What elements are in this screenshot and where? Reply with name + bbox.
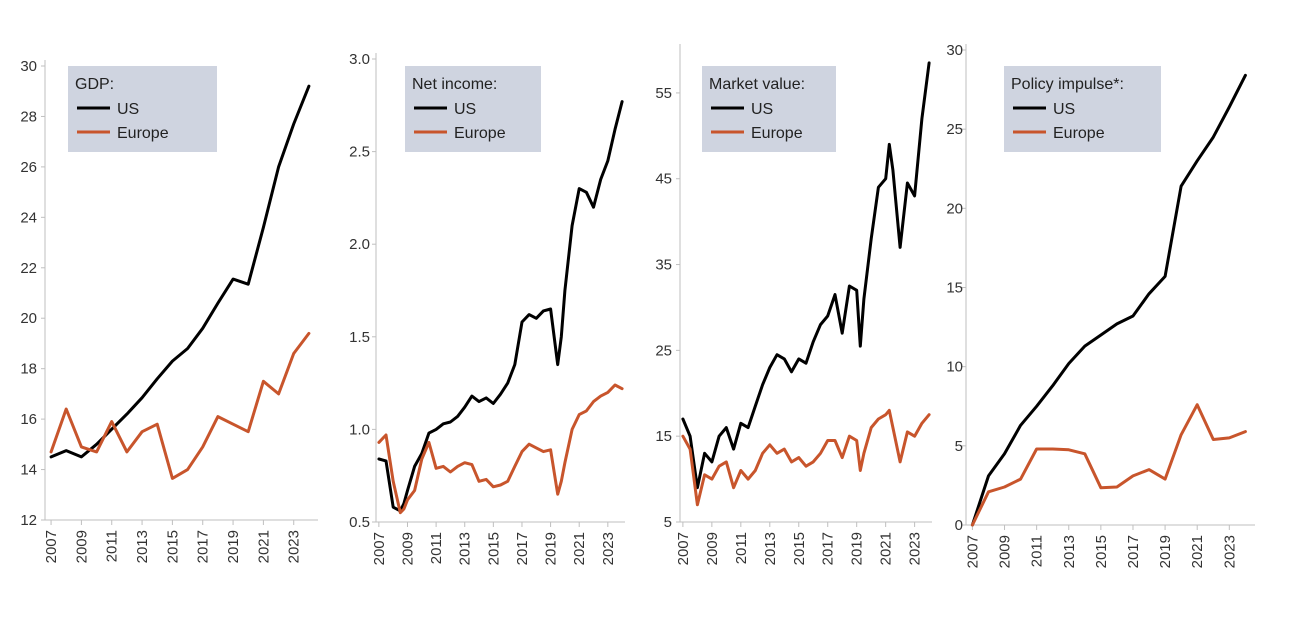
y-tick-label: 30 — [946, 42, 963, 59]
legend: Net income: US Europe — [405, 66, 541, 152]
x-tick-label: 2023 — [1221, 535, 1238, 568]
y-tick-label: 28 — [20, 108, 37, 125]
x-tick-label: 2009 — [704, 532, 721, 565]
y-tick-label: 26 — [20, 159, 37, 176]
y-tick-label: 5 — [955, 438, 963, 455]
y-tick-label: 1.5 — [349, 329, 370, 346]
series-line-europe — [970, 403, 1247, 527]
x-tick-label: 2021 — [878, 532, 895, 565]
x-tick-label: 2007 — [371, 532, 388, 565]
y-tick-label: 18 — [20, 361, 37, 378]
y-tick-label: 30 — [20, 58, 37, 75]
y-tick-label: 10 — [946, 359, 963, 376]
x-tick-label: 2015 — [485, 532, 502, 565]
y-tick-label: 0.5 — [349, 514, 370, 531]
y-tick-label: 3.0 — [349, 51, 370, 68]
x-tick-label: 2023 — [286, 530, 303, 563]
y-tick-label: 14 — [20, 462, 37, 479]
series-line-us — [377, 100, 624, 513]
legend-entry-europe: Europe — [1053, 125, 1105, 142]
series-line-europe — [681, 408, 931, 507]
chart-panel-3: 5 15 25 35 45 55 2007 2009 2011 2013 2015 2017 2019 2… — [655, 44, 932, 565]
legend: Policy impulse*: US Europe — [1004, 66, 1161, 152]
x-tick-label: 2023 — [600, 532, 617, 565]
y-tick-label: 1.0 — [349, 421, 370, 438]
series-line-us — [681, 61, 931, 490]
y-tick-label: 25 — [655, 342, 672, 359]
series-line-europe — [49, 331, 311, 480]
x-tick-label: 2021 — [255, 530, 272, 563]
y-tick-label: 24 — [20, 209, 37, 226]
y-tick-label: 25 — [946, 121, 963, 138]
x-tick-label: 2015 — [1093, 535, 1110, 568]
y-tick-label: 16 — [20, 411, 37, 428]
legend-entry-us: US — [1053, 101, 1075, 118]
y-tick-label: 55 — [655, 85, 672, 102]
legend-title: Net income: — [412, 76, 497, 93]
x-tick-label: 2017 — [820, 532, 837, 565]
x-tick-label: 2011 — [733, 532, 750, 564]
x-tick-label: 2013 — [134, 530, 151, 563]
legend-entry-us: US — [117, 101, 139, 118]
y-tick-label: 22 — [20, 260, 37, 277]
x-tick-label: 2015 — [164, 530, 181, 563]
x-tick-label: 2019 — [1157, 535, 1174, 568]
legend: Market value: US Europe — [702, 66, 836, 152]
y-tick-label: 45 — [655, 171, 672, 188]
x-tick-label: 2019 — [543, 532, 560, 565]
x-tick-label: 2021 — [571, 532, 588, 565]
y-tick-label: 5 — [664, 514, 672, 531]
y-tick-label: 15 — [655, 428, 672, 445]
series-line-us — [49, 84, 311, 459]
x-tick-label: 2007 — [964, 535, 981, 568]
y-tick-label: 0 — [955, 517, 963, 534]
legend: GDP:US Europe — [68, 66, 217, 152]
legend-entry-us: US — [454, 101, 476, 118]
x-tick-label: 2017 — [514, 532, 531, 565]
x-tick-label: 2015 — [791, 532, 808, 565]
y-tick-label: 20 — [20, 310, 37, 327]
chart-panel-2: 0.5 1.0 1.5 2.0 2.5 3.0 2007 2009 2011 2013 2015 20… — [349, 51, 625, 565]
y-tick-label: 15 — [946, 280, 963, 297]
x-tick-label: 2013 — [457, 532, 474, 565]
x-tick-label: 2017 — [195, 530, 212, 563]
x-tick-label: 2009 — [73, 530, 90, 563]
x-tick-label: 2023 — [907, 532, 924, 565]
x-tick-label: 2011 — [1029, 535, 1046, 567]
x-tick-label: 2021 — [1189, 535, 1206, 568]
y-tick-label: 35 — [655, 257, 672, 274]
y-tick-label: 2.0 — [349, 236, 370, 253]
x-tick-label: 2011 — [104, 530, 121, 562]
legend-entry-us: US — [751, 101, 773, 118]
y-tick-label: 20 — [946, 200, 963, 217]
series-line-us — [970, 73, 1247, 527]
x-tick-label: 2017 — [1125, 535, 1142, 568]
legend-title: GDP: — [75, 76, 114, 93]
y-tick-label: 12 — [20, 512, 37, 529]
y-tick-label: 2.5 — [349, 144, 370, 161]
x-tick-label: 2009 — [997, 535, 1014, 568]
legend-entry-europe: Europe — [751, 125, 803, 142]
legend-entry-europe: Europe — [117, 125, 169, 142]
x-tick-label: 2013 — [762, 532, 779, 565]
x-tick-label: 2009 — [399, 532, 416, 565]
x-tick-label: 2013 — [1061, 535, 1078, 568]
x-tick-label: 2007 — [675, 532, 692, 565]
x-tick-label: 2019 — [849, 532, 866, 565]
x-tick-label: 2007 — [43, 530, 60, 563]
x-tick-label: 2019 — [225, 530, 242, 563]
chart-panel-1: 12 14 16 18 20 22 24 26 28 30 2007 2009 2011 2013 2015… — [20, 58, 318, 563]
series-line-europe — [377, 383, 624, 515]
legend-title: Policy impulse*: — [1011, 76, 1124, 93]
x-tick-label: 2011 — [428, 532, 445, 564]
legend-title: Market value: — [709, 76, 805, 93]
legend-entry-europe: Europe — [454, 125, 506, 142]
chart-panel-4: 0 5 10 15 20 25 30 2007 2009 2011 2013 2015 2017 2019… — [946, 42, 1255, 568]
